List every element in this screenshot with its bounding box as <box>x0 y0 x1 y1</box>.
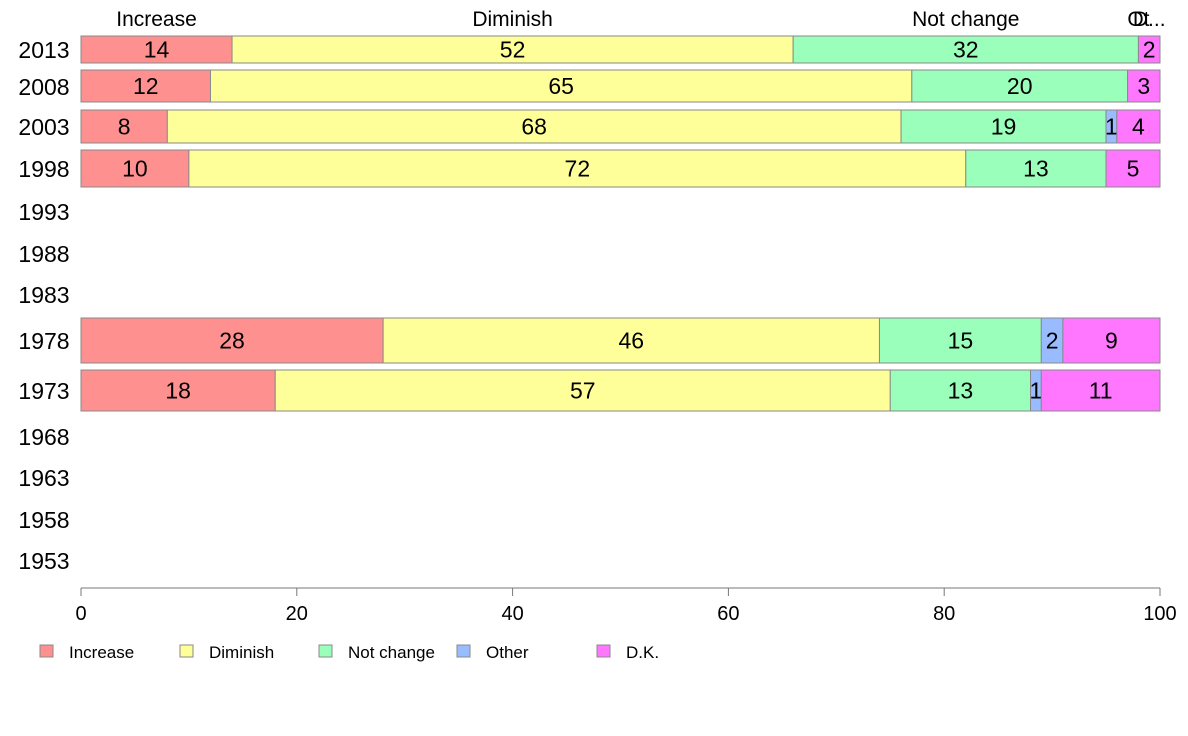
bar-2008-d-k- <box>1127 69 1161 103</box>
top-label-not-change: Not change <box>912 8 1019 31</box>
bar-1973-other-label: 1 <box>1030 378 1043 404</box>
bar-1998-d-k- <box>1105 149 1161 188</box>
top-label-d-k-: D... <box>1133 8 1166 31</box>
bar-1973-not-change <box>889 369 1032 412</box>
year-label-1988: 1988 <box>18 241 69 267</box>
year-label-1983: 1983 <box>18 282 69 308</box>
bar-1998-not-change <box>965 149 1107 188</box>
top-label-other: Ot <box>1127 8 1149 31</box>
bars-area: 14 52 32 212 65 20 38 68 19 1 410 72 13 528 46 15 2 918 57… <box>80 35 1161 412</box>
bar-1978-diminish <box>382 317 880 364</box>
bar-1978-not-change-label: 15 <box>948 328 974 354</box>
bar-1998-diminish-label: 72 <box>565 156 591 182</box>
bar-1998-increase-label: 10 <box>122 156 148 182</box>
year-label-1968: 1968 <box>18 424 69 450</box>
legend-swatch-d-k- <box>596 644 611 658</box>
bar-2003-increase <box>80 109 168 144</box>
bar-2003-other-label: 1 <box>1105 114 1118 140</box>
bar-1973-diminish-label: 57 <box>570 378 596 404</box>
bar-2008-diminish-label: 65 <box>548 73 574 99</box>
bar-2003-diminish <box>166 109 902 144</box>
year-label-1993: 1993 <box>18 199 69 225</box>
bar-1978-increase <box>80 317 384 364</box>
bar-1998-diminish <box>188 149 967 188</box>
bar-2003-not-change-label: 19 <box>991 114 1017 140</box>
bar-2008-not-change-label: 20 <box>1007 73 1033 99</box>
year-label-1963: 1963 <box>18 465 69 491</box>
bar-2003-not-change <box>900 109 1107 144</box>
legend-label-diminish: Diminish <box>209 643 274 662</box>
year-label-1978: 1978 <box>18 328 69 354</box>
bar-2008-increase <box>80 69 211 103</box>
bar-2008-d-k--label: 3 <box>1137 73 1150 99</box>
year-label-1998: 1998 <box>18 156 69 182</box>
top-label-increase: Increase <box>116 8 197 31</box>
bar-2003-diminish-label: 68 <box>521 114 547 140</box>
year-label-1973: 1973 <box>18 378 69 404</box>
year-label-2008: 2008 <box>18 74 69 100</box>
legend-label-other: Other <box>486 643 529 662</box>
bar-2013-d-k--label: 2 <box>1143 37 1156 63</box>
bar-2003-d-k- <box>1116 109 1161 144</box>
year-label-2013: 2013 <box>18 37 69 63</box>
bar-1978-other-label: 2 <box>1046 328 1059 354</box>
x-tick-label-0: 0 <box>75 603 86 625</box>
bar-1973-increase <box>80 369 276 412</box>
x-axis: 0 20 40 60 80 100 <box>75 587 1177 625</box>
bar-2003-d-k--label: 4 <box>1132 114 1145 140</box>
bar-2013-diminish <box>231 35 794 64</box>
x-tick-label-40: 40 <box>501 603 523 625</box>
legend-swatch-not-change <box>318 644 333 658</box>
bar-1998-d-k--label: 5 <box>1127 156 1140 182</box>
x-tick-label-80: 80 <box>933 603 955 625</box>
bar-2008-increase-label: 12 <box>133 73 159 99</box>
year-axis-labels: 2013 2008 2003 1998 1993 1988 1983 1978 1973 1968… <box>18 37 69 574</box>
bar-2008-not-change <box>911 69 1129 103</box>
legend-swatch-other <box>456 644 471 658</box>
legend-label-not-change: Not change <box>348 643 435 662</box>
bar-1978-d-k- <box>1062 317 1161 364</box>
bar-1978-diminish-label: 46 <box>618 328 644 354</box>
top-category-labels: Increase Diminish Not change OtD... <box>116 8 1165 31</box>
x-tick-label-100: 100 <box>1143 603 1176 625</box>
bar-2013-d-k- <box>1137 35 1161 64</box>
legend-label-d-k-: D.K. <box>626 643 659 662</box>
legend-swatch-increase <box>39 644 54 658</box>
legend-swatch-diminish <box>179 644 194 658</box>
bar-1973-d-k--label: 11 <box>1089 378 1113 404</box>
year-label-2003: 2003 <box>18 114 69 140</box>
bar-1973-increase-label: 18 <box>165 378 191 404</box>
bar-2013-not-change-label: 32 <box>953 37 979 63</box>
legend: Increase Diminish Not change Other D.K. <box>39 643 659 662</box>
bar-1973-diminish <box>274 369 891 412</box>
bar-1998-not-change-label: 13 <box>1023 156 1049 182</box>
legend-label-increase: Increase <box>69 643 134 662</box>
year-label-1953: 1953 <box>18 548 69 574</box>
bar-1978-d-k--label: 9 <box>1105 328 1118 354</box>
bar-1973-d-k- <box>1040 369 1161 412</box>
top-label-diminish: Diminish <box>472 8 553 31</box>
bar-1978-increase-label: 28 <box>219 328 245 354</box>
bar-2013-diminish-label: 52 <box>500 37 526 63</box>
x-tick-label-20: 20 <box>286 603 308 625</box>
bar-2013-increase-label: 14 <box>144 37 170 63</box>
bar-1973-not-change-label: 13 <box>948 378 974 404</box>
bar-2003-increase-label: 8 <box>118 114 131 140</box>
year-label-1958: 1958 <box>18 507 69 533</box>
x-tick-label-60: 60 <box>717 603 739 625</box>
bar-2008-diminish <box>209 69 913 103</box>
